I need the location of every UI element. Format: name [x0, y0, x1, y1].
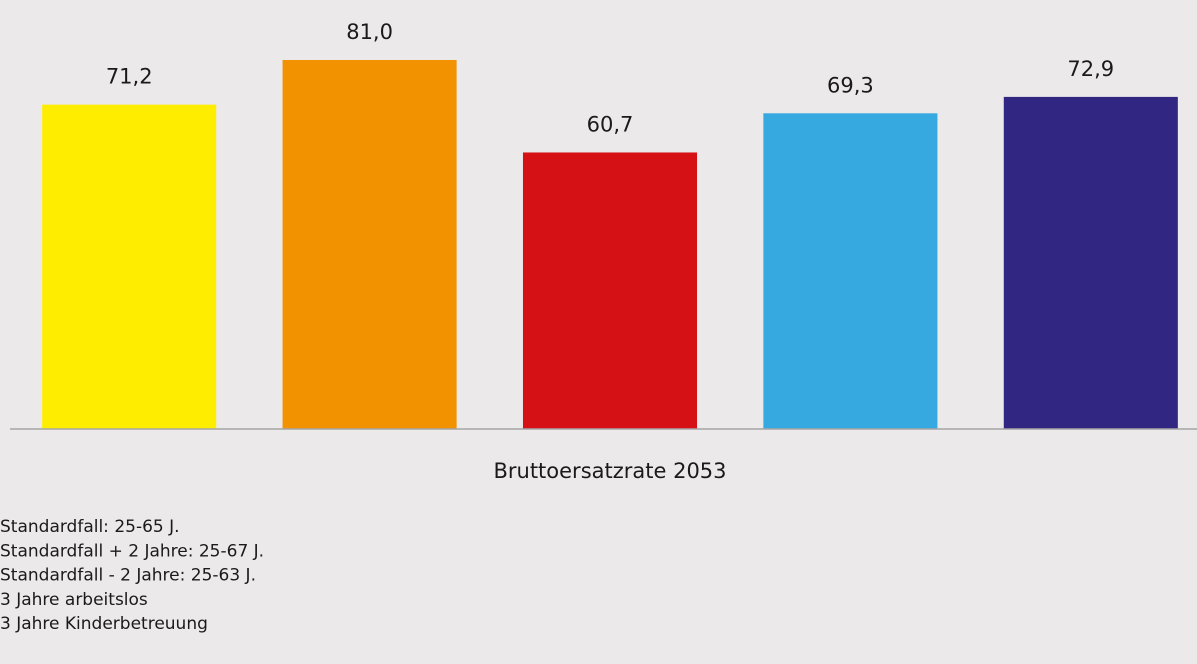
bar [522, 152, 698, 429]
x-tick-label: Bruttoersatzrate 2053 [493, 459, 726, 483]
legend-entry: 3 Jahre Kinderbetreuung [0, 614, 208, 634]
legend-entry: Standardfall - 2 Jahre: 25-63 J. [0, 566, 256, 586]
value-label: 71,2 [106, 65, 153, 89]
legend-entry: Standardfall: 25-65 J. [0, 517, 180, 537]
value-label: 72,9 [1067, 57, 1114, 81]
value-label: 60,7 [587, 112, 634, 136]
bar [1003, 96, 1178, 430]
value-label: 81,0 [346, 20, 393, 44]
value-label: 69,3 [827, 73, 874, 97]
bar [42, 104, 217, 430]
bar [763, 113, 938, 430]
legend-entry: Standardfall + 2 Jahre: 25-67 J. [0, 541, 264, 561]
legend-entry: 3 Jahre arbeitslos [0, 590, 148, 610]
bar [282, 60, 457, 429]
